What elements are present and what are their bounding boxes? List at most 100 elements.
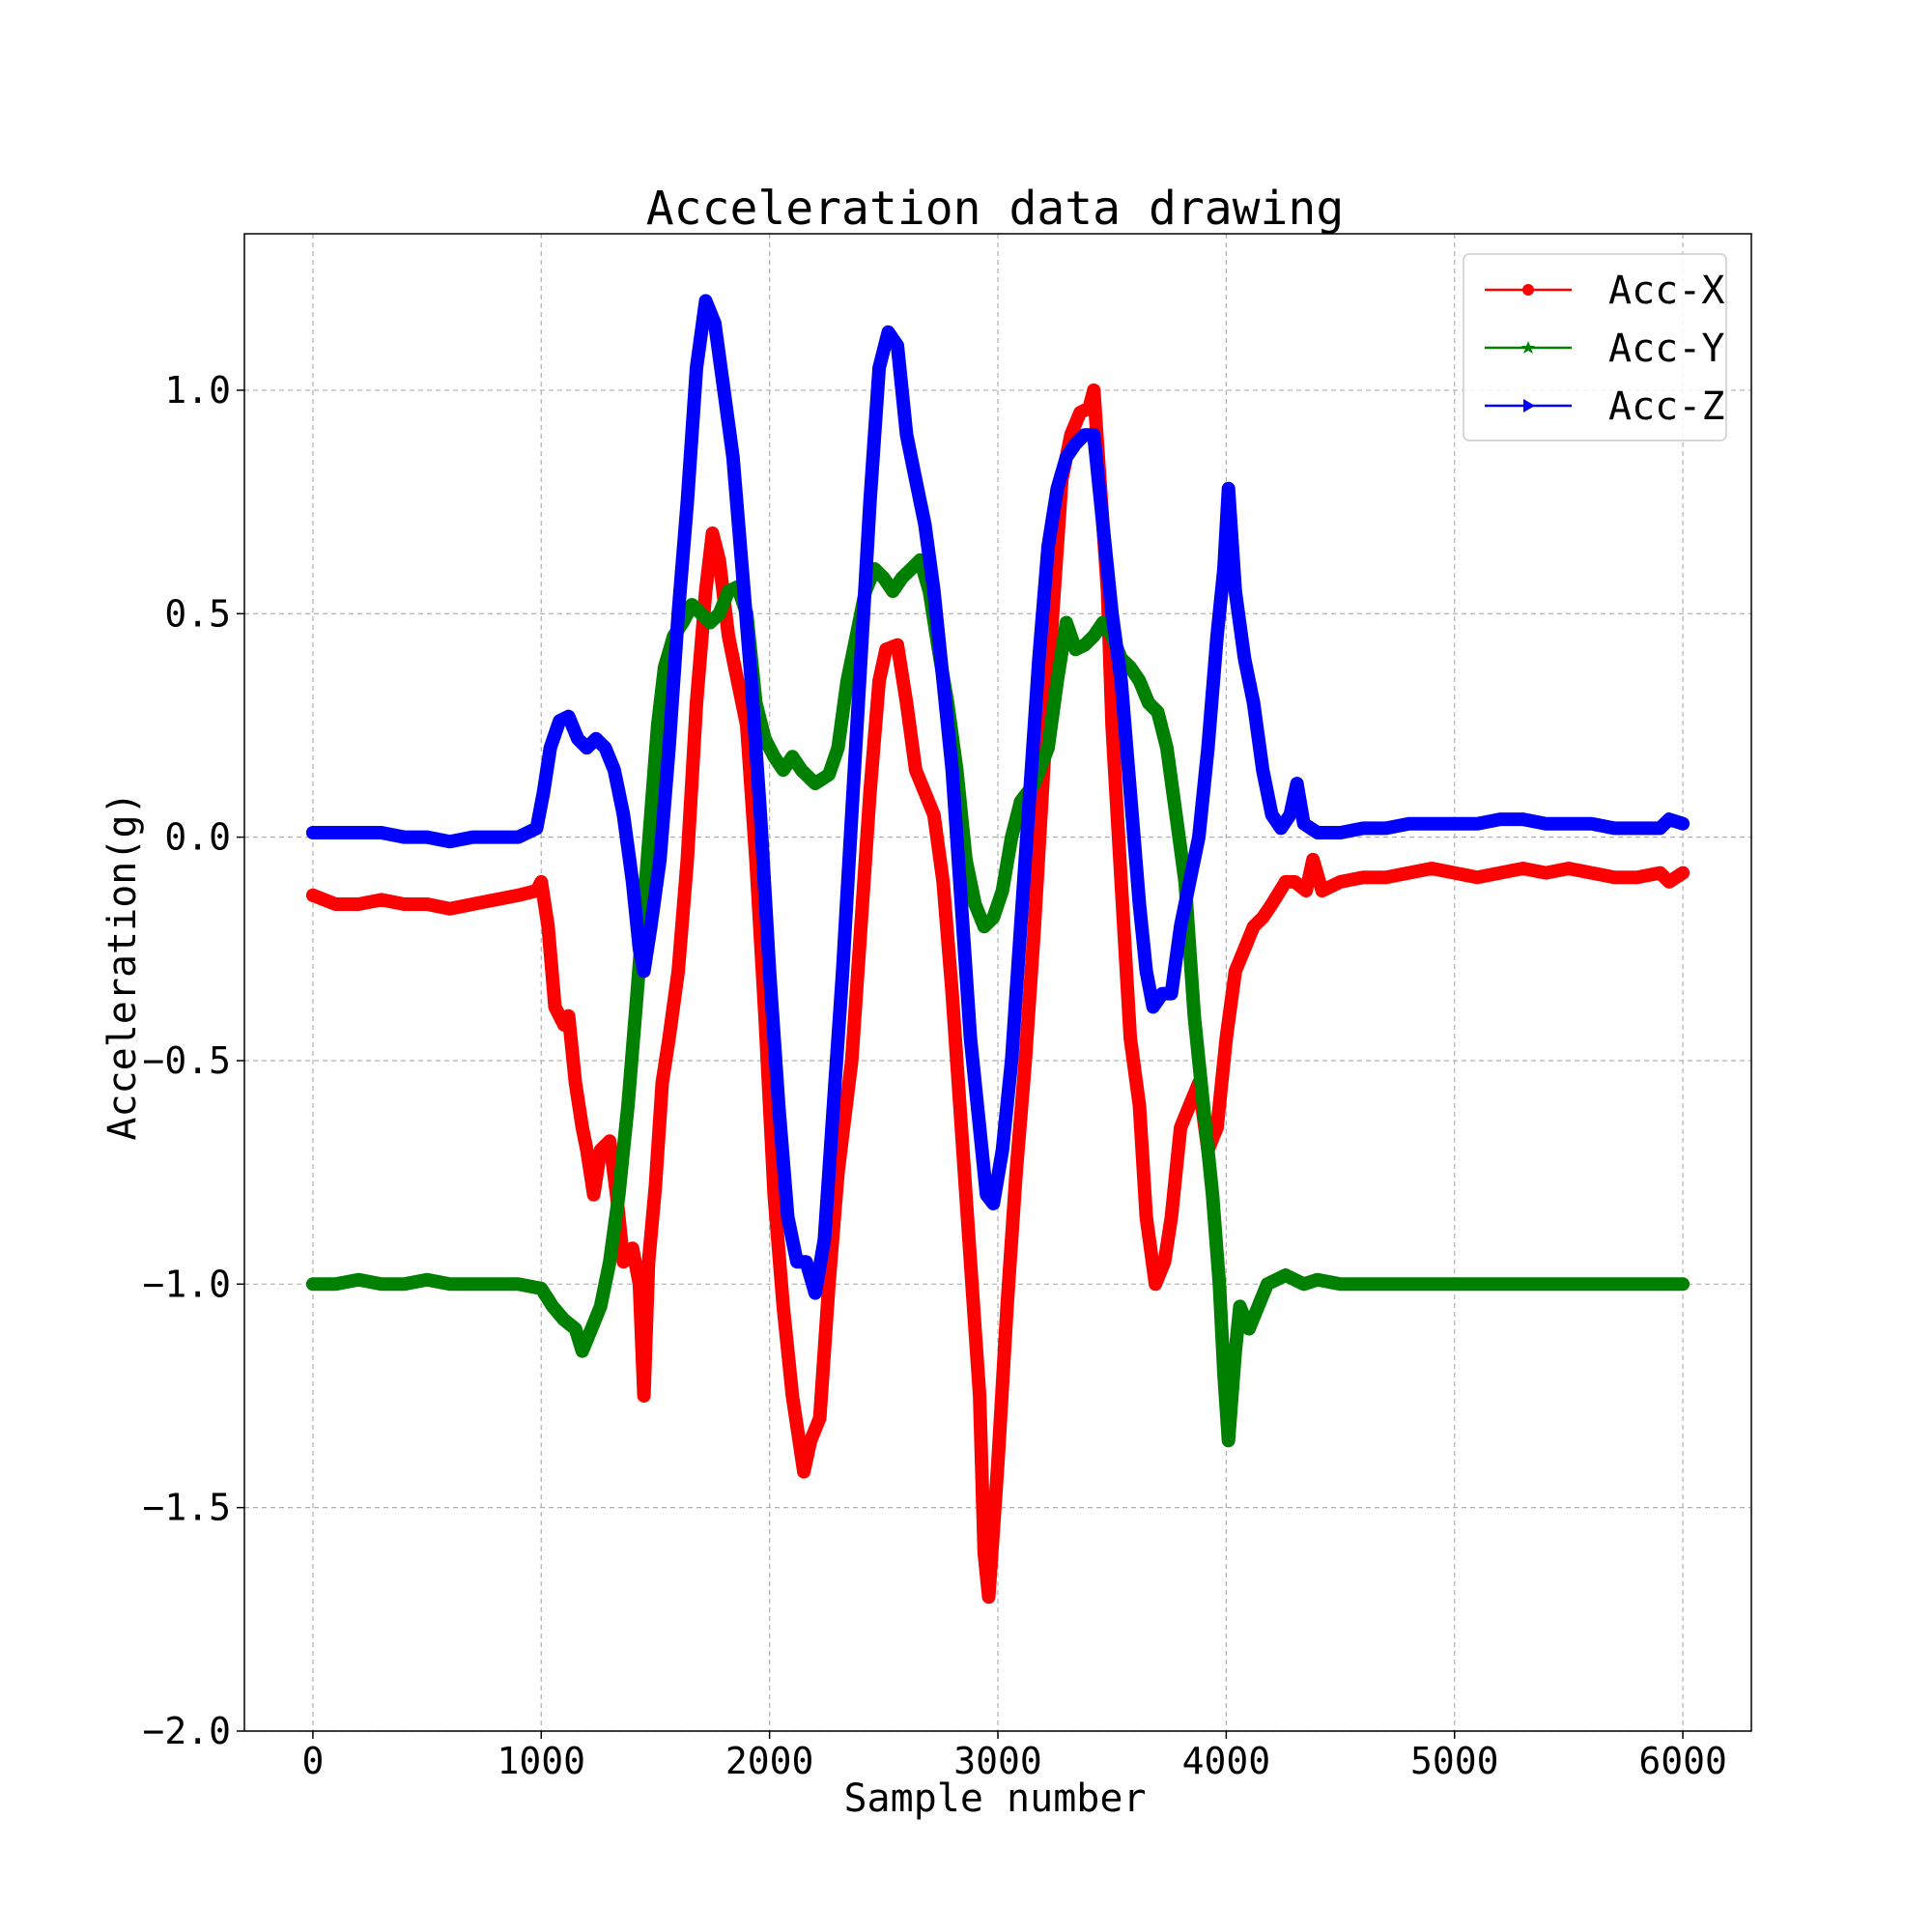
data-point xyxy=(856,922,867,932)
data-point xyxy=(1308,854,1319,865)
data-point xyxy=(938,675,949,686)
data-point xyxy=(988,1199,999,1208)
data-point xyxy=(1586,1279,1597,1290)
series-acc-x xyxy=(305,383,1690,1605)
x-axis-label: Sample number xyxy=(843,1776,1146,1821)
legend-item-acc-z: Acc-Z xyxy=(1485,384,1724,429)
data-point xyxy=(975,1391,985,1401)
data-point xyxy=(376,895,386,905)
data-point xyxy=(645,922,656,932)
data-point xyxy=(1563,864,1574,873)
data-point xyxy=(1107,609,1118,619)
data-point xyxy=(1298,1279,1309,1290)
data-point xyxy=(833,743,843,753)
data-point xyxy=(673,966,684,977)
data-point xyxy=(330,1279,341,1290)
data-point xyxy=(801,1257,811,1267)
data-point xyxy=(1116,876,1126,887)
data-point xyxy=(707,528,718,538)
data-point xyxy=(928,586,939,597)
data-point xyxy=(1380,1279,1391,1290)
data-point xyxy=(376,828,386,838)
data-point xyxy=(1089,430,1099,440)
data-point xyxy=(1678,1279,1689,1290)
data-point xyxy=(645,810,656,820)
y-tick-label: −1.0 xyxy=(142,1263,231,1305)
data-point xyxy=(582,743,592,753)
data-point xyxy=(1176,1122,1186,1133)
data-point xyxy=(563,711,574,722)
data-point xyxy=(1230,586,1240,597)
data-point xyxy=(778,765,788,776)
data-point xyxy=(1518,864,1528,873)
data-point xyxy=(920,787,930,798)
data-point xyxy=(1166,1211,1177,1222)
y-tick-label: 1.0 xyxy=(164,369,231,412)
data-point xyxy=(1449,867,1460,878)
data-point xyxy=(865,787,875,798)
data-point xyxy=(988,1524,999,1535)
data-point xyxy=(558,1020,569,1030)
data-point xyxy=(632,988,642,999)
data-point xyxy=(1285,810,1295,820)
data-point xyxy=(1214,1279,1225,1290)
data-point xyxy=(1518,814,1528,825)
data-point xyxy=(732,675,743,686)
data-point xyxy=(692,697,701,708)
data-point xyxy=(1002,1301,1012,1312)
data-point xyxy=(536,1283,547,1293)
data-point xyxy=(856,653,867,664)
data-point xyxy=(1312,1274,1322,1285)
data-point xyxy=(997,1145,1008,1155)
data-point xyxy=(1655,1279,1665,1290)
data-point xyxy=(1025,787,1036,798)
data-point xyxy=(910,765,921,776)
data-point xyxy=(330,828,341,838)
plot-area xyxy=(305,294,1690,1605)
data-point xyxy=(1541,867,1551,878)
data-point xyxy=(1655,867,1665,878)
data-point xyxy=(1663,876,1674,887)
data-point xyxy=(1144,697,1153,708)
data-point xyxy=(1301,886,1312,896)
data-point xyxy=(354,899,364,909)
data-point xyxy=(774,1100,784,1111)
data-point xyxy=(673,609,684,619)
data-point xyxy=(1176,922,1186,932)
data-point xyxy=(682,854,693,865)
data-point xyxy=(1107,721,1118,730)
data-point xyxy=(1230,966,1240,977)
data-point xyxy=(531,823,542,834)
legend-box xyxy=(1463,253,1727,441)
legend-marker xyxy=(1523,399,1535,412)
data-point xyxy=(422,899,433,909)
data-point xyxy=(307,890,318,900)
data-point xyxy=(714,554,724,565)
data-point xyxy=(613,1189,624,1200)
data-point xyxy=(1134,899,1145,909)
data-point xyxy=(1097,617,1108,628)
data-point xyxy=(1070,644,1081,655)
data-point xyxy=(1541,818,1551,829)
data-point xyxy=(1655,823,1665,834)
data-point xyxy=(1010,1167,1021,1178)
data-point xyxy=(709,318,720,328)
data-point xyxy=(1404,867,1414,878)
data-point xyxy=(769,752,780,762)
data-point xyxy=(682,497,693,507)
data-point xyxy=(1223,1435,1234,1446)
data-point xyxy=(1586,867,1597,878)
data-point xyxy=(1134,675,1145,686)
data-point xyxy=(634,1279,644,1290)
data-point xyxy=(1541,1279,1551,1290)
data-point xyxy=(1518,1279,1528,1290)
data-point xyxy=(1208,1189,1218,1200)
data-point xyxy=(705,617,716,628)
x-tick-label: 4000 xyxy=(1182,1740,1271,1782)
data-point xyxy=(901,697,912,708)
data-point xyxy=(1472,818,1483,829)
data-point xyxy=(1089,384,1099,395)
data-point xyxy=(600,743,611,753)
data-point xyxy=(1248,697,1259,708)
data-point xyxy=(1495,867,1505,878)
